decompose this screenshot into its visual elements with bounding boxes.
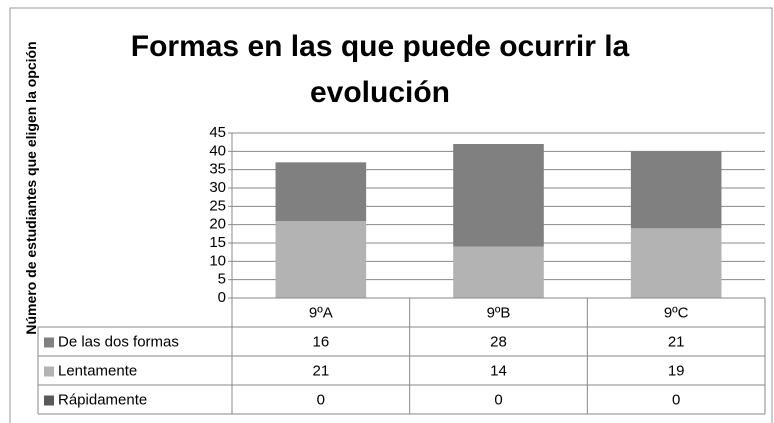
y-tick-label: 5 bbox=[218, 271, 226, 288]
y-tick-label: 20 bbox=[209, 216, 226, 233]
x-tick-label: 9ºC bbox=[664, 304, 689, 321]
chart-border bbox=[9, 7, 773, 423]
table-value: 21 bbox=[312, 362, 329, 379]
bar-segment bbox=[275, 162, 367, 221]
table-value: 28 bbox=[490, 333, 507, 350]
y-tick-label: 45 bbox=[209, 124, 226, 141]
y-axis-label: Número de estudiantes que eligen la opci… bbox=[23, 41, 39, 335]
table-value: 16 bbox=[312, 333, 329, 350]
y-tick-label: 0 bbox=[218, 289, 226, 306]
y-tick-label: 40 bbox=[209, 142, 226, 159]
legend-label: De las dos formas bbox=[58, 333, 179, 350]
legend-key bbox=[44, 366, 54, 377]
table-value: 0 bbox=[317, 391, 325, 408]
y-tick-label: 35 bbox=[209, 161, 226, 178]
bar-segment bbox=[630, 228, 722, 298]
legend-label: Lentamente bbox=[58, 362, 137, 379]
legend-label: Rápidamente bbox=[58, 391, 147, 408]
y-tick-label: 30 bbox=[209, 179, 226, 196]
bar-segment bbox=[275, 221, 367, 298]
bar-segment bbox=[453, 246, 544, 298]
table-value: 14 bbox=[490, 362, 507, 379]
table-value: 0 bbox=[672, 391, 680, 408]
table-value: 21 bbox=[668, 333, 685, 350]
bar-segment bbox=[453, 144, 544, 247]
legend-key bbox=[44, 395, 54, 406]
bar-segment bbox=[630, 151, 722, 229]
table-value: 19 bbox=[668, 362, 685, 379]
x-tick-label: 9ºB bbox=[487, 304, 511, 321]
y-tick-label: 15 bbox=[209, 234, 226, 251]
y-tick-label: 10 bbox=[209, 252, 226, 269]
y-tick-label: 25 bbox=[209, 197, 226, 214]
table-value: 0 bbox=[494, 391, 502, 408]
chart-title: Formas en las que puede ocurrir la evolu… bbox=[130, 30, 630, 109]
legend-key bbox=[44, 337, 54, 348]
x-tick-label: 9ºA bbox=[309, 304, 333, 321]
